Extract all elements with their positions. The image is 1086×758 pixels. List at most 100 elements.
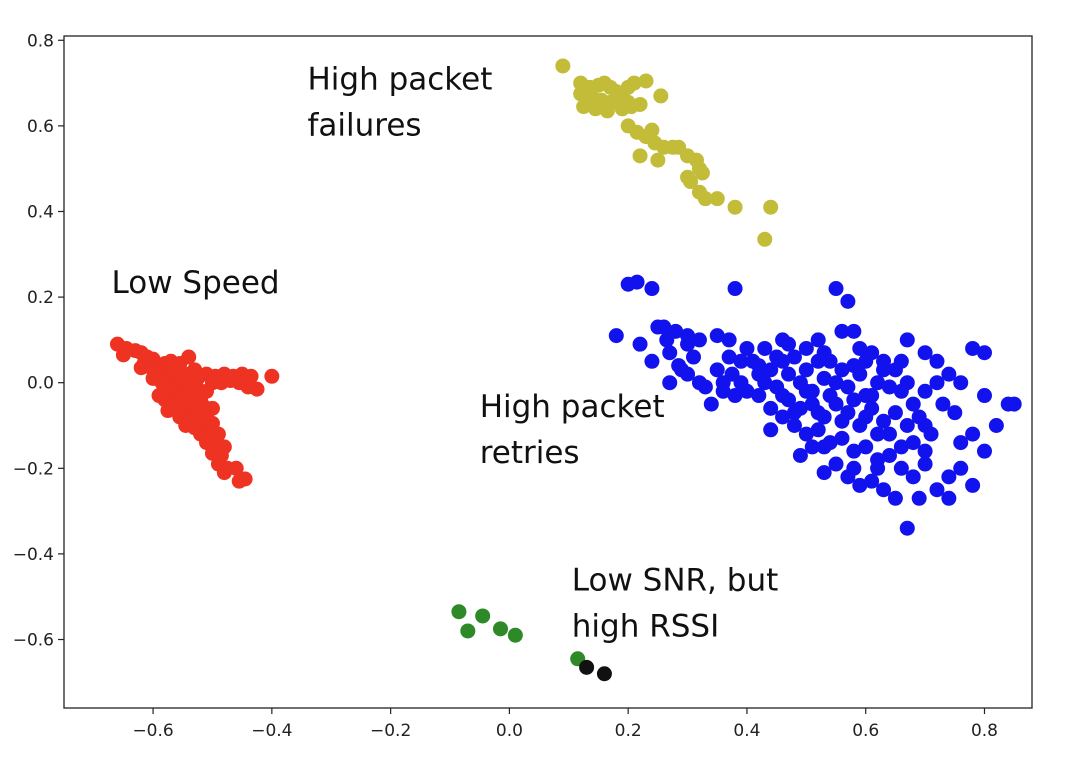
- y-tick-label: 0.2: [27, 288, 54, 308]
- scatter-point-series-2: [733, 353, 749, 369]
- scatter-point-series-2: [870, 426, 886, 442]
- scatter-point-series-1: [632, 96, 648, 112]
- scatter-point-series-2: [858, 439, 874, 455]
- scatter-point-series-2: [721, 349, 737, 365]
- scatter-point-series-2: [917, 443, 933, 459]
- scatter-point-series-2: [691, 332, 707, 348]
- scatter-point-series-2: [775, 409, 791, 425]
- scatter-point-series-2: [976, 345, 992, 361]
- scatter-point-series-0: [216, 465, 232, 481]
- scatter-point-series-2: [887, 405, 903, 421]
- scatter-point-series-2: [828, 375, 844, 391]
- scatter-point-series-0: [115, 347, 131, 363]
- scatter-point-series-2: [816, 465, 832, 481]
- scatter-point-series-2: [721, 332, 737, 348]
- scatter-point-series-2: [911, 490, 927, 506]
- scatter-point-series-2: [905, 396, 921, 412]
- scatter-point-series-2: [881, 447, 897, 463]
- scatter-point-series-2: [798, 383, 814, 399]
- scatter-point-series-2: [881, 379, 897, 395]
- scatter-point-series-2: [965, 426, 981, 442]
- scatter-point-series-1: [763, 199, 779, 215]
- scatter-point-series-2: [816, 439, 832, 455]
- scatter-point-series-2: [757, 375, 773, 391]
- scatter-point-series-1: [626, 75, 642, 91]
- scatter-point-series-2: [769, 349, 785, 365]
- scatter-point-series-2: [786, 405, 802, 421]
- x-tick-label: 0.4: [733, 721, 760, 741]
- scatter-point-series-2: [668, 323, 684, 339]
- scatter-point-series-2: [899, 418, 915, 434]
- x-tick-label: −0.4: [251, 721, 292, 741]
- scatter-point-series-2: [792, 447, 808, 463]
- scatter-point-series-2: [680, 328, 696, 344]
- scatter-point-series-0: [237, 471, 253, 487]
- y-tick-label: −0.6: [13, 631, 54, 651]
- scatter-point-series-1: [638, 73, 654, 89]
- x-tick-label: 0.6: [852, 721, 879, 741]
- scatter-point-series-0: [133, 360, 149, 376]
- scatter-point-series-2: [917, 418, 933, 434]
- scatter-point-series-2: [751, 388, 767, 404]
- scatter-point-series-1: [683, 174, 699, 190]
- scatter-point-series-2: [798, 426, 814, 442]
- scatter-point-series-2: [703, 396, 719, 412]
- scatter-point-series-2: [846, 443, 862, 459]
- y-tick-label: 0.6: [27, 117, 54, 137]
- scatter-point-series-2: [810, 332, 826, 348]
- scatter-point-series-2: [629, 274, 645, 290]
- scatter-point-series-2: [840, 379, 856, 395]
- y-tick-label: −0.2: [13, 459, 54, 479]
- scatter-point-series-2: [644, 353, 660, 369]
- y-axis: 0.8 0.6 0.4 0.2 0.0 −0.2 −0.4 −0.6: [13, 31, 64, 651]
- scatter-point-series-1: [599, 103, 615, 119]
- x-axis: −0.6 −0.4 −0.2 0.0 0.2 0.4 0.6 0.8: [132, 708, 998, 741]
- scatter-point-series-2: [644, 281, 660, 297]
- scatter-point-series-2: [917, 345, 933, 361]
- scatter-point-series-2: [763, 422, 779, 438]
- scatter-point-series-1: [644, 122, 660, 138]
- scatter-point-series-0: [160, 403, 176, 419]
- scatter-point-series-2: [662, 375, 678, 391]
- cluster-annotation: High packet retries: [480, 389, 665, 471]
- scatter-point-series-3: [507, 627, 523, 643]
- y-tick-label: 0.8: [27, 31, 54, 51]
- scatter-point-series-2: [834, 362, 850, 378]
- scatter-point-series-2: [876, 413, 892, 429]
- scatter-point-series-2: [608, 328, 624, 344]
- scatter-point-series-2: [899, 520, 915, 536]
- scatter-point-series-1: [576, 99, 592, 115]
- scatter-point-series-2: [828, 456, 844, 472]
- cluster-annotation: Low Speed: [112, 265, 280, 301]
- scatter-point-series-2: [858, 353, 874, 369]
- scatter-point-series-2: [727, 388, 743, 404]
- scatter-point-series-2: [953, 435, 969, 451]
- scatter-point-series-2: [816, 370, 832, 386]
- scatter-point-series-2: [953, 375, 969, 391]
- scatter-point-series-2: [763, 400, 779, 416]
- scatter-point-series-2: [733, 375, 749, 391]
- scatter-point-series-2: [834, 323, 850, 339]
- scatter-point-series-2: [775, 388, 791, 404]
- scatter-point-series-2: [840, 293, 856, 309]
- x-tick-label: −0.6: [132, 721, 173, 741]
- scatter-point-series-4: [579, 659, 595, 675]
- scatter-point-series-2: [810, 405, 826, 421]
- scatter-point-series-2: [846, 323, 862, 339]
- scatter-point-series-2: [864, 388, 880, 404]
- scatter-point-series-2: [917, 456, 933, 472]
- scatter-point-series-2: [775, 332, 791, 348]
- x-tick-label: 0.8: [971, 721, 998, 741]
- scatter-point-series-2: [828, 281, 844, 297]
- scatter-point-series-1: [632, 148, 648, 164]
- cluster-annotation: High packet failures: [307, 62, 492, 144]
- scatter-point-series-2: [816, 345, 832, 361]
- y-tick-label: 0.0: [27, 374, 54, 394]
- scatter-point-series-2: [632, 336, 648, 352]
- scatter-point-series-0: [181, 349, 197, 365]
- scatter-point-series-2: [709, 362, 725, 378]
- scatter-point-series-1: [694, 165, 710, 181]
- scatter-point-series-2: [834, 413, 850, 429]
- cluster-annotations: High packet failures Low Speed High packet r…: [112, 62, 779, 645]
